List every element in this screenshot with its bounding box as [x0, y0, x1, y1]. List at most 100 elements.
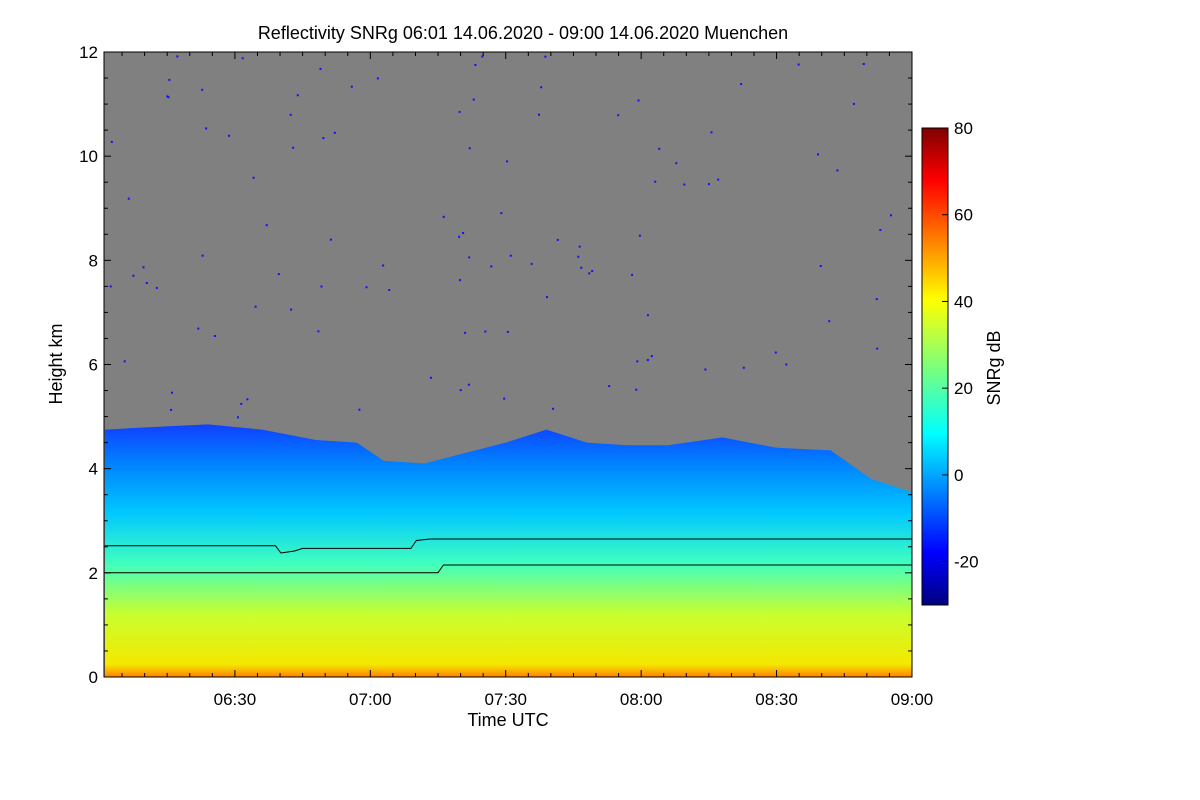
- y-tick-label: 10: [79, 147, 98, 166]
- noise-speckle: [506, 330, 509, 333]
- colorbar-tick-label: 0: [954, 466, 963, 485]
- noise-speckle: [142, 266, 145, 269]
- noise-speckle: [646, 359, 649, 361]
- noise-speckle: [797, 63, 800, 66]
- noise-speckle: [490, 265, 493, 268]
- noise-speckle: [458, 110, 461, 113]
- noise-speckle: [556, 238, 559, 241]
- y-tick-label: 12: [79, 43, 98, 62]
- boundary-lines: [104, 538, 912, 574]
- x-tick-label: 08:30: [755, 690, 798, 709]
- noise-speckle: [213, 335, 216, 337]
- noise-speckle: [742, 366, 745, 369]
- noise-speckle: [588, 272, 591, 275]
- plot-area: [103, 51, 913, 678]
- noise-speckle: [201, 88, 204, 91]
- noise-speckle: [875, 298, 878, 301]
- noise-speckle: [658, 147, 661, 150]
- noise-speckle: [890, 214, 892, 217]
- noise-speckle: [123, 360, 126, 363]
- noise-speckle: [817, 153, 819, 156]
- noise-speckle: [500, 212, 503, 215]
- noise-speckle: [646, 314, 649, 317]
- noise-speckle: [862, 63, 865, 65]
- noise-speckle: [155, 286, 158, 289]
- noise-speckle: [168, 78, 171, 81]
- noise-speckle: [292, 146, 295, 149]
- boundary-line-2: [104, 564, 912, 574]
- noise-speckle: [707, 183, 710, 186]
- noise-speckle: [503, 397, 506, 400]
- x-tick-label: 07:30: [484, 690, 527, 709]
- y-axis: 0 2 4 6 8 10 12: [79, 43, 912, 687]
- noise-speckle: [237, 416, 239, 419]
- noise-speckles: [109, 55, 892, 419]
- noise-speckle: [197, 327, 200, 330]
- noise-speckle: [329, 238, 332, 241]
- noise-speckle: [166, 95, 169, 98]
- noise-speckle: [110, 140, 113, 143]
- noise-speckle: [617, 114, 620, 117]
- noise-speckle: [317, 330, 320, 333]
- noise-speckle: [462, 232, 465, 234]
- noise-speckle: [132, 274, 135, 277]
- noise-speckle: [333, 131, 336, 134]
- noise-speckle: [580, 266, 583, 269]
- noise-speckle: [509, 254, 512, 257]
- noise-speckle: [785, 363, 788, 366]
- colorbar: -20 0 20 40 60 80 SNRg dB: [921, 119, 1004, 606]
- noise-speckle: [774, 351, 777, 354]
- noise-speckle: [631, 273, 634, 276]
- noise-speckle: [637, 99, 640, 102]
- noise-speckle: [167, 96, 170, 99]
- noise-speckle: [578, 245, 581, 248]
- noise-speckle: [109, 285, 112, 288]
- noise-speckle: [530, 262, 533, 265]
- x-tick-label: 07:00: [349, 690, 392, 709]
- cloud-echo-region: [104, 424, 912, 677]
- noise-speckle: [468, 256, 471, 259]
- noise-speckle: [506, 160, 509, 163]
- noise-speckle: [654, 180, 657, 183]
- noise-speckle: [635, 388, 638, 391]
- colorbar-tick-label: 60: [954, 206, 973, 225]
- noise-speckle: [171, 391, 173, 394]
- noise-speckle: [290, 308, 293, 311]
- y-tick-label: 8: [89, 251, 98, 270]
- noise-speckle: [289, 113, 292, 116]
- boundary-line-1: [104, 538, 912, 554]
- noise-speckle: [296, 94, 299, 97]
- noise-speckle: [472, 98, 475, 101]
- noise-speckle: [675, 162, 678, 165]
- noise-speckle: [459, 389, 462, 392]
- noise-speckle: [704, 368, 707, 371]
- colorbar-tick-label: 40: [954, 292, 973, 311]
- noise-speckle: [320, 285, 323, 288]
- noise-speckle: [819, 265, 822, 267]
- noise-speckle: [577, 255, 580, 258]
- noise-speckle: [429, 376, 432, 379]
- x-axis-label: Time UTC: [467, 710, 548, 730]
- noise-speckle: [468, 147, 471, 150]
- noise-speckle: [464, 331, 467, 334]
- noise-speckle: [376, 77, 379, 80]
- x-tick-label: 09:00: [891, 690, 934, 709]
- noise-speckle: [544, 55, 547, 58]
- colorbar-gradient: [921, 127, 949, 606]
- x-tick-label: 06:30: [214, 690, 257, 709]
- noise-speckle: [828, 320, 831, 323]
- colorbar-tick-label: -20: [954, 553, 979, 572]
- noise-speckle: [683, 183, 686, 186]
- noise-speckle: [650, 355, 653, 358]
- noise-speckle: [265, 224, 268, 227]
- noise-speckle: [879, 229, 882, 231]
- noise-speckle: [319, 67, 322, 70]
- noise-speckle: [836, 169, 839, 172]
- noise-speckle: [484, 330, 487, 333]
- y-tick-label: 0: [89, 668, 98, 687]
- noise-speckle: [358, 408, 361, 411]
- y-tick-label: 4: [89, 460, 98, 479]
- noise-speckle: [246, 398, 249, 401]
- noise-speckle: [540, 86, 543, 89]
